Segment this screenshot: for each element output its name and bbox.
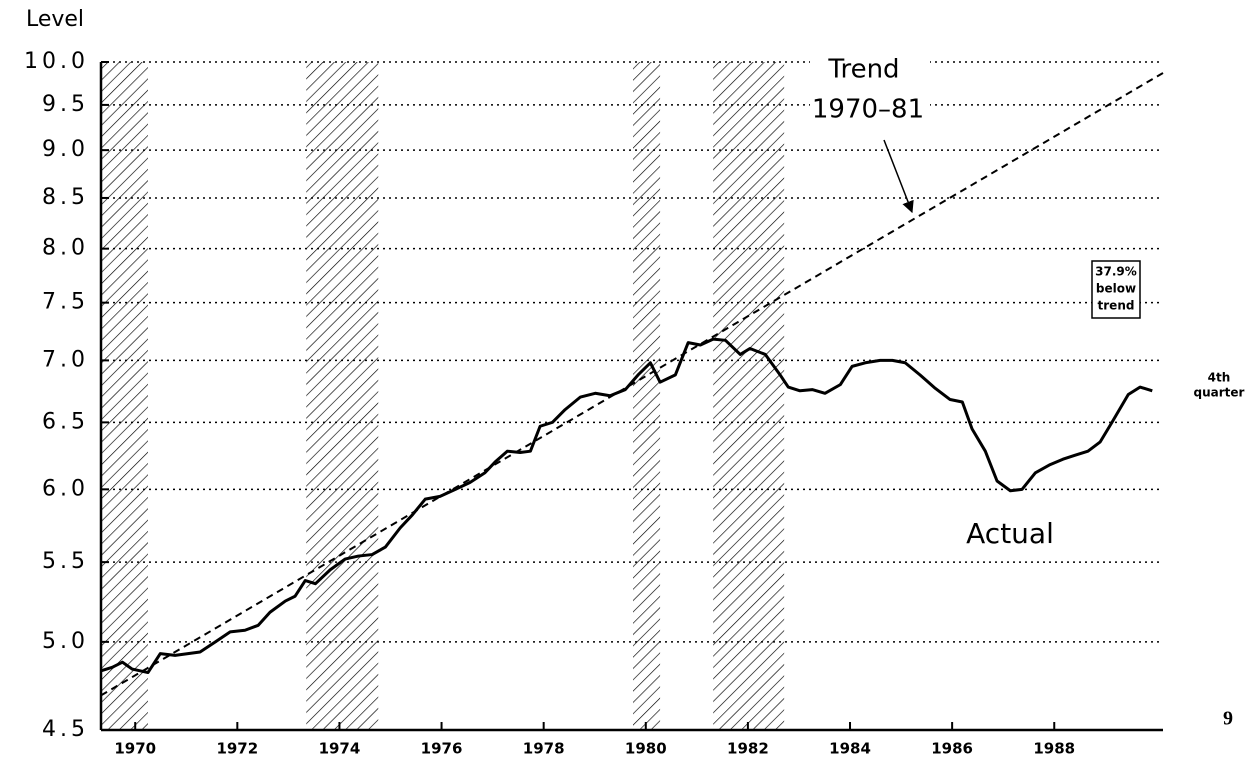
end-note: 4th: [1208, 371, 1231, 385]
end-note: quarter: [1194, 386, 1245, 400]
y-tick-label: 10.0: [24, 49, 89, 74]
trend-period: 1970–81: [812, 95, 924, 125]
x-tick-label: 1986: [931, 740, 973, 758]
y-tick-label: 4.5: [42, 717, 89, 742]
y-tick-label: 8.0: [42, 236, 89, 261]
note-text: below: [1096, 282, 1136, 296]
x-tick-label: 1970: [114, 740, 156, 758]
x-tick-label: 1972: [216, 740, 258, 758]
x-tick-label: 1976: [421, 740, 463, 758]
x-tick-label: 1974: [319, 740, 361, 758]
x-tick-label: 1988: [1033, 740, 1075, 758]
actual-label: Actual: [966, 517, 1054, 550]
x-tick-label: 1982: [727, 740, 769, 758]
recession-band: [101, 62, 148, 730]
note-box: [1091, 260, 1141, 319]
note-text: trend: [1098, 299, 1135, 313]
annotations: Trend 1970–81 Actual 37.9% below trend 4…: [26, 7, 1245, 730]
page-number: 9: [1223, 708, 1233, 730]
y-tick-label: 6.5: [42, 409, 89, 434]
arrow: [883, 139, 914, 214]
y-tick-label: 8.5: [42, 185, 89, 210]
note-text: 37.9%: [1095, 265, 1137, 279]
axes: 10.0 9.5 9.0 8.5 8.0 7.5 7.0 6.5 6.0 5.5 5.0 4.5 197…: [24, 49, 1163, 758]
y-axis-title: Level: [26, 7, 84, 32]
grid: [101, 61, 1163, 731]
label-backdrop: [810, 48, 930, 148]
x-tick-label: 1978: [523, 740, 565, 758]
x-tick-label: 1984: [829, 740, 871, 758]
y-tick-label: 7.5: [42, 290, 89, 315]
y-tick-label: 9.0: [42, 137, 89, 162]
y-tick-label: 5.5: [42, 549, 89, 574]
recession-band: [713, 62, 785, 730]
y-tick-label: 5.0: [42, 629, 89, 654]
trend-label: Trend: [827, 55, 899, 85]
series-line: [100, 337, 1153, 675]
recession-shading: [101, 62, 785, 730]
x-tick-label: 1980: [625, 740, 667, 758]
y-tick-label: 6.0: [42, 476, 89, 501]
recession-band: [306, 62, 379, 730]
recession-band: [633, 62, 661, 730]
y-tick-label: 9.5: [42, 92, 89, 117]
y-tick-label: 7.0: [42, 347, 89, 372]
lines: [100, 72, 1164, 697]
